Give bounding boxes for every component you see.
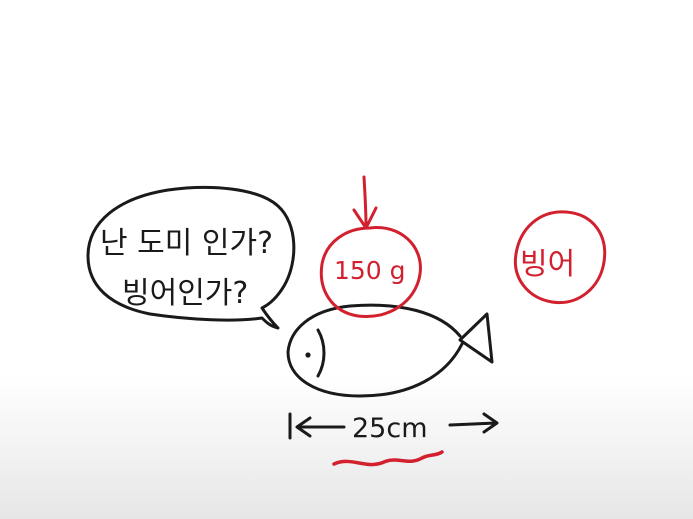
fish-body [286, 303, 464, 398]
red-squiggle-underline [332, 450, 444, 467]
weight-annotation: 150 g [319, 175, 422, 319]
left-arrow-icon [295, 416, 346, 438]
weight-circle [319, 226, 422, 319]
answer-circle [513, 210, 607, 305]
right-arrow-icon [448, 412, 499, 434]
answer-label: 빙어 [520, 247, 575, 282]
weight-label: 150 g [334, 256, 406, 285]
fish-eye [305, 352, 311, 358]
fish-tail [458, 312, 494, 364]
length-annotation: 25cm [288, 412, 499, 444]
fish-gill [316, 328, 326, 378]
down-arrow-icon [352, 175, 378, 230]
answer-annotation: 빙어 [513, 210, 607, 305]
bubble-line-2: 빙어인가? [122, 276, 248, 311]
fish-drawing [286, 303, 494, 398]
length-label: 25cm [352, 413, 428, 444]
bubble-line-1: 난 도미 인가? [100, 226, 273, 261]
speech-bubble: 난 도미 인가? 빙어인가? [86, 185, 296, 330]
speech-bubble-outline [86, 185, 296, 330]
